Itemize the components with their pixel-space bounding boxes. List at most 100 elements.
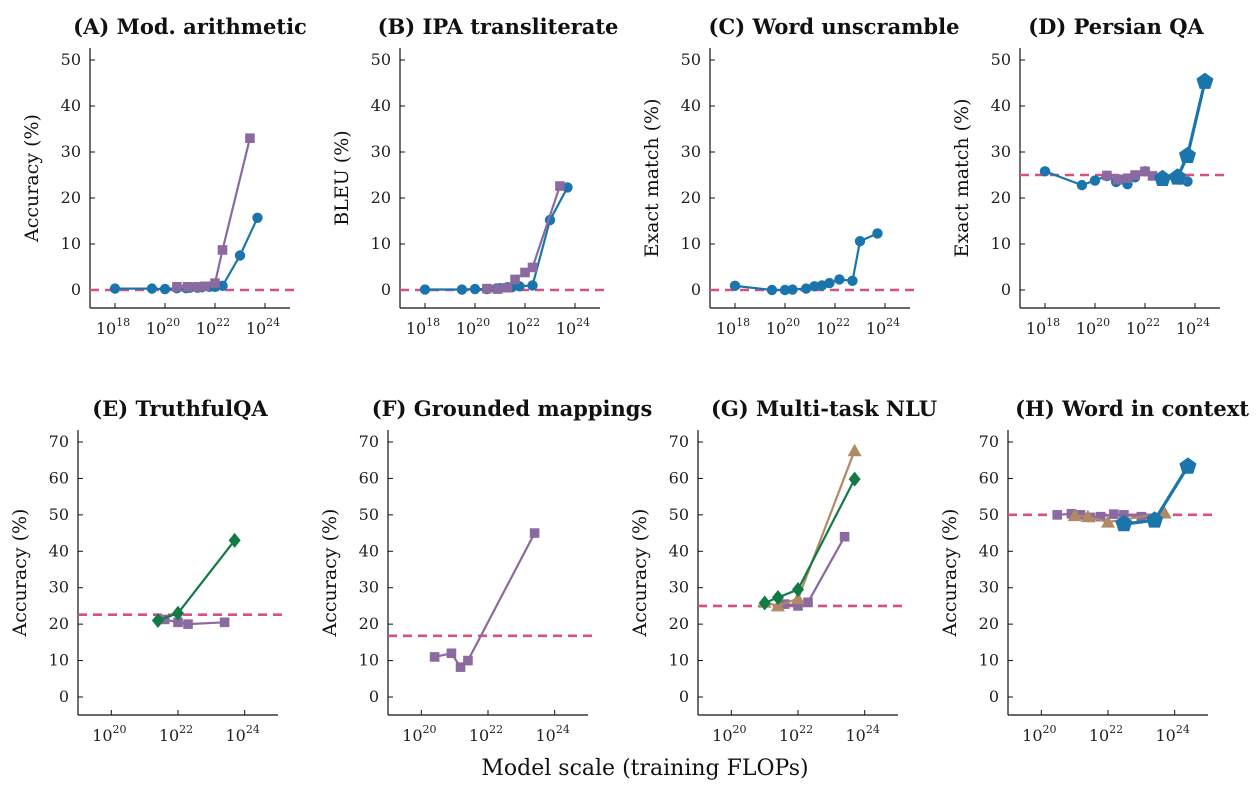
x-tick-label: 1024: [246, 316, 280, 338]
x-tick-label: 1022: [159, 723, 193, 745]
y-tick-label: 0: [381, 280, 391, 299]
y-tick-label: 20: [61, 188, 81, 207]
data-point: [463, 655, 473, 666]
data-point: [172, 281, 182, 292]
data-point: [1182, 176, 1193, 187]
series-line: [157, 539, 236, 622]
x-tick-label: 1022: [1089, 723, 1123, 745]
data-point: [555, 181, 565, 191]
data-point: [159, 283, 171, 295]
y-tick-label: 10: [991, 234, 1011, 253]
data-point: [455, 662, 466, 672]
data-point: [1169, 168, 1187, 185]
y-tick-label: 10: [61, 234, 81, 253]
data-point: [839, 531, 850, 542]
y-tick-label: 20: [371, 188, 391, 207]
data-point: [1115, 515, 1133, 532]
series-line: [434, 532, 536, 669]
data-point: [200, 281, 210, 292]
data-point: [1101, 515, 1115, 528]
data-point: [803, 597, 813, 608]
data-point: [217, 280, 228, 292]
series-line: [176, 137, 251, 288]
y-tick-label: 50: [669, 505, 689, 524]
data-point: [502, 282, 513, 293]
x-tick-label: 1020: [1076, 316, 1110, 338]
data-point: [770, 598, 785, 612]
data-point: [492, 284, 503, 294]
y-tick-label: 70: [979, 432, 999, 451]
x-tick-label: 1020: [92, 723, 126, 745]
data-point: [854, 236, 866, 247]
data-point: [245, 133, 255, 143]
data-point: [1179, 457, 1197, 474]
data-point: [159, 614, 170, 625]
y-tick-label: 30: [681, 142, 701, 161]
x-tick-label: 1020: [146, 316, 180, 338]
data-point: [1052, 510, 1063, 520]
data-point: [469, 283, 481, 295]
data-point: [527, 280, 538, 291]
data-point: [787, 284, 798, 295]
panel-title: (H) Word in context: [1015, 396, 1249, 421]
y-axis-title: Accuracy (%): [9, 509, 31, 638]
x-tick-label: 1018: [96, 316, 130, 338]
data-point: [1153, 169, 1171, 186]
data-point: [510, 274, 520, 285]
y-tick-label: 10: [669, 651, 689, 670]
x-tick-label: 1018: [1026, 316, 1060, 338]
y-axis-title: Accuracy (%): [319, 509, 341, 638]
y-tick-label: 50: [359, 505, 379, 524]
data-point: [1075, 510, 1086, 520]
x-tick-label: 1024: [866, 316, 900, 338]
y-tick-label: 70: [49, 432, 69, 451]
y-tick-label: 30: [979, 578, 999, 597]
y-tick-label: 0: [679, 687, 689, 706]
series-line: [784, 536, 846, 608]
x-tick-label: 1020: [766, 316, 800, 338]
y-tick-label: 0: [989, 687, 999, 706]
y-tick-label: 40: [359, 541, 379, 560]
y-tick-label: 10: [371, 234, 391, 253]
data-point: [228, 532, 241, 548]
panel-title: (C) Word unscramble: [709, 14, 960, 39]
data-point: [847, 443, 862, 457]
y-tick-label: 10: [49, 651, 69, 670]
y-axis-title: Accuracy (%): [629, 509, 651, 638]
data-point: [791, 591, 805, 605]
data-point: [1178, 146, 1196, 163]
data-point: [1102, 170, 1112, 181]
y-tick-label: 30: [991, 142, 1011, 161]
x-tick-label: 1018: [716, 316, 750, 338]
y-tick-label: 30: [359, 578, 379, 597]
data-point: [1146, 511, 1164, 528]
x-tick-label: 1022: [196, 316, 230, 338]
data-point: [1076, 179, 1088, 191]
x-tick-label: 1024: [556, 316, 590, 338]
data-point: [1112, 174, 1123, 185]
data-point: [1089, 175, 1101, 186]
x-axis-title: Model scale (training FLOPs): [481, 756, 808, 781]
data-point: [183, 619, 193, 629]
data-point: [1039, 166, 1051, 177]
data-point: [809, 281, 820, 292]
data-point: [729, 280, 741, 292]
data-point: [456, 284, 468, 295]
data-point: [1157, 506, 1172, 519]
y-tick-label: 0: [691, 280, 701, 299]
y-tick-label: 0: [369, 687, 379, 706]
y-tick-label: 60: [359, 468, 379, 487]
y-tick-label: 50: [681, 50, 701, 69]
data-point: [1095, 511, 1106, 522]
y-axis-title: Exact match (%): [951, 98, 973, 257]
data-point: [766, 284, 778, 296]
x-tick-label: 1022: [1126, 316, 1160, 338]
x-tick-label: 1024: [1155, 723, 1189, 745]
data-point: [173, 617, 183, 628]
y-tick-label: 20: [359, 614, 379, 633]
data-point: [1122, 173, 1133, 184]
